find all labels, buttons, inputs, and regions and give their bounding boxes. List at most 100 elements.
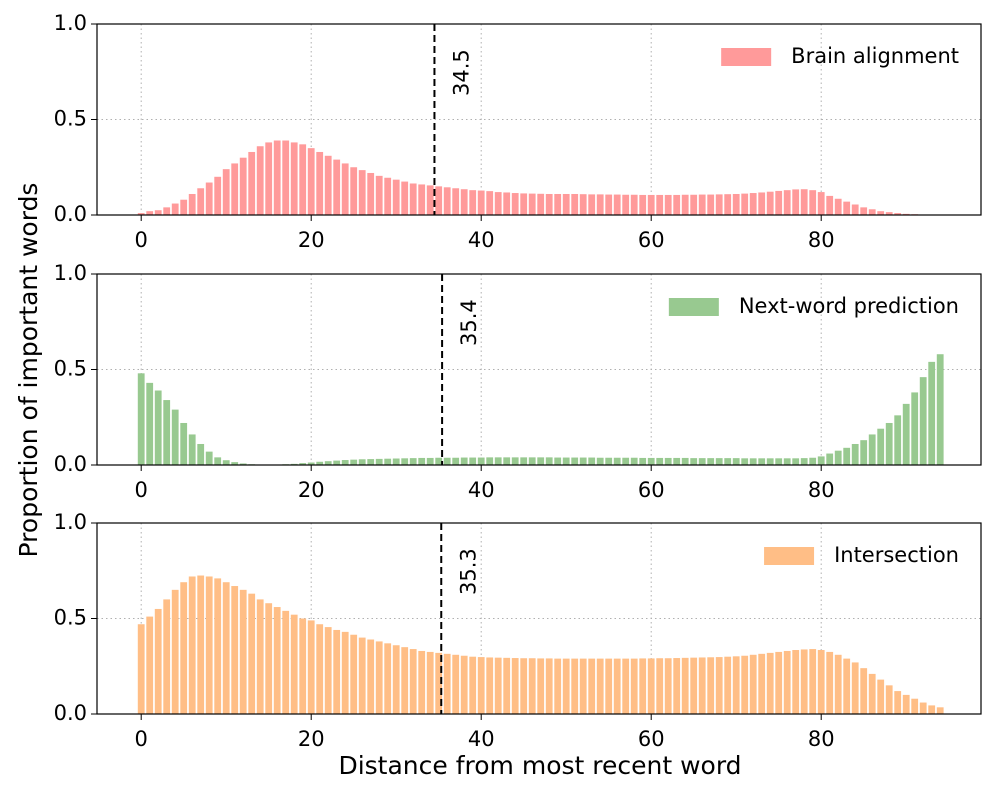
bar (392, 645, 400, 714)
bar (137, 373, 145, 465)
bar (477, 190, 485, 215)
legend-label: Intersection (834, 543, 959, 567)
mean-annotation: 35.3 (456, 548, 480, 595)
bar (919, 702, 927, 714)
bar (809, 649, 817, 714)
x-tick-label: 20 (298, 727, 325, 751)
bar (443, 457, 451, 465)
y-tick-label: 1.0 (54, 510, 87, 534)
bar (622, 457, 630, 465)
bar (171, 409, 179, 465)
bar (749, 193, 757, 215)
bar (885, 685, 893, 714)
bar (469, 457, 477, 465)
bar (707, 458, 715, 465)
bar (588, 457, 596, 465)
bar (494, 192, 502, 215)
legend-swatch (668, 298, 719, 316)
bar (290, 614, 298, 714)
bar (307, 148, 315, 215)
bar (469, 656, 477, 714)
y-tick-label: 1.0 (54, 261, 87, 285)
bar (146, 211, 154, 215)
bar (307, 462, 315, 465)
bar (214, 578, 222, 714)
bar (630, 658, 638, 714)
bar (860, 668, 868, 714)
bar (656, 194, 664, 215)
bar (358, 459, 366, 465)
bar (732, 458, 740, 465)
bar (341, 163, 349, 215)
bar (656, 658, 664, 714)
bar (324, 627, 332, 714)
bar (809, 190, 817, 215)
bar (613, 194, 621, 215)
bar (435, 457, 443, 465)
bar (528, 457, 536, 465)
bar (520, 658, 528, 714)
bar (511, 658, 519, 714)
bar (596, 194, 604, 215)
bar (460, 457, 468, 465)
bar (834, 450, 842, 465)
bar (843, 447, 851, 465)
bar (894, 213, 902, 215)
bar (936, 354, 944, 465)
bar (273, 140, 281, 215)
bar (222, 169, 230, 215)
bar (868, 434, 876, 465)
bar (324, 155, 332, 215)
bar (715, 657, 723, 714)
bar (715, 194, 723, 215)
bar (367, 459, 375, 465)
bar (392, 458, 400, 465)
bar (426, 651, 434, 714)
bar (188, 434, 196, 465)
bar (316, 624, 324, 714)
bar (851, 443, 859, 465)
bar (409, 183, 417, 215)
bar (562, 193, 570, 215)
bar (401, 647, 409, 714)
bar (350, 634, 358, 714)
bar (554, 457, 562, 465)
bar (707, 194, 715, 215)
bar (256, 146, 264, 215)
bar (520, 457, 528, 465)
bar (477, 457, 485, 465)
bar (426, 185, 434, 215)
bar (851, 662, 859, 714)
x-tick-label: 40 (468, 478, 495, 502)
bar (596, 457, 604, 465)
bar (214, 176, 222, 215)
bar (341, 460, 349, 465)
bar (690, 458, 698, 465)
bar (375, 175, 383, 215)
bar (163, 207, 171, 215)
bar (724, 194, 732, 215)
bar (817, 456, 825, 465)
bar (299, 144, 307, 215)
bar (571, 658, 579, 714)
bar (256, 599, 264, 714)
bar (443, 653, 451, 714)
bar (188, 193, 196, 215)
bar (868, 209, 876, 215)
bar (486, 457, 494, 465)
bar (775, 190, 783, 215)
bar (826, 651, 834, 714)
y-tick-label: 0.0 (54, 701, 87, 725)
bar (919, 377, 927, 465)
x-axis-label: Distance from most recent word (338, 751, 741, 780)
bar (630, 194, 638, 215)
x-tick-label: 0 (135, 228, 148, 252)
bar (664, 658, 672, 714)
bar (537, 658, 545, 714)
y-axis-label: Proportion of important words (14, 183, 43, 558)
bar (324, 461, 332, 465)
bar (367, 639, 375, 714)
bar (571, 457, 579, 465)
bar (163, 599, 171, 714)
